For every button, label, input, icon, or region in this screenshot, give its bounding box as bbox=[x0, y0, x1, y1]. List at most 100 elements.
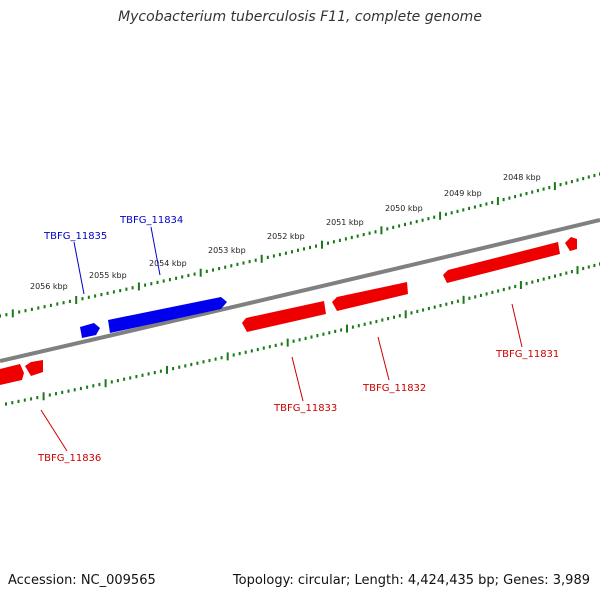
major-tick bbox=[42, 392, 45, 401]
leader-tbfg-11834 bbox=[150, 226, 161, 276]
major-tick bbox=[380, 226, 383, 235]
minor-tick bbox=[68, 299, 71, 303]
minor-tick bbox=[236, 262, 239, 266]
minor-tick bbox=[392, 225, 395, 229]
minor-tick bbox=[508, 196, 511, 200]
gene-arrow-tbfg-11836a[interactable] bbox=[0, 364, 24, 385]
minor-tick bbox=[542, 187, 545, 191]
gene-arrow-small-right[interactable] bbox=[565, 237, 577, 251]
major-tick bbox=[462, 295, 465, 304]
minor-tick bbox=[193, 272, 196, 276]
major-tick bbox=[104, 379, 107, 388]
minor-tick bbox=[525, 192, 528, 196]
minor-tick bbox=[386, 227, 389, 231]
minor-tick bbox=[250, 349, 253, 353]
major-tick bbox=[576, 266, 579, 275]
minor-tick bbox=[94, 294, 97, 298]
minor-tick bbox=[350, 235, 353, 240]
minor-tick bbox=[404, 222, 406, 227]
minor-tick bbox=[238, 352, 241, 356]
gene-arrow-tbfg-11836b[interactable] bbox=[25, 360, 43, 376]
minor-tick bbox=[110, 380, 113, 384]
minor-tick bbox=[514, 284, 517, 289]
minor-tick bbox=[491, 290, 494, 294]
minor-tick bbox=[445, 302, 448, 306]
minor-tick bbox=[593, 263, 596, 268]
minor-tick bbox=[61, 390, 64, 394]
minor-tick bbox=[205, 269, 208, 273]
minor-tick bbox=[67, 389, 70, 393]
gene-label-tbfg-11836[interactable]: TBFG_11836 bbox=[37, 453, 101, 464]
minor-tick bbox=[531, 280, 534, 284]
minor-tick bbox=[450, 211, 453, 215]
genome-stats-text: Topology: circular; Length: 4,424,435 bp… bbox=[232, 573, 590, 588]
minor-tick bbox=[144, 283, 147, 287]
minor-tick bbox=[147, 372, 150, 376]
accession-text: Accession: NC_009565 bbox=[8, 573, 156, 588]
minor-tick bbox=[30, 397, 33, 401]
gene-arrow-tbfg-11833[interactable] bbox=[242, 301, 326, 332]
minor-tick bbox=[196, 361, 199, 365]
label-leaders bbox=[40, 226, 523, 452]
major-tick bbox=[439, 211, 442, 220]
minor-tick bbox=[224, 265, 227, 269]
minor-tick bbox=[548, 276, 551, 280]
minor-tick bbox=[242, 261, 245, 265]
minor-tick bbox=[87, 295, 90, 299]
minor-tick bbox=[531, 190, 534, 194]
minor-tick bbox=[292, 339, 295, 343]
minor-tick bbox=[11, 401, 14, 405]
gene-arrow-tbfg-11831[interactable] bbox=[443, 242, 560, 283]
minor-tick bbox=[168, 278, 171, 282]
minor-tick bbox=[256, 347, 259, 352]
kbp-label-2051: 2051 kbp bbox=[326, 218, 364, 227]
outer-tick-ring bbox=[0, 172, 600, 318]
minor-tick bbox=[316, 334, 319, 338]
minor-tick bbox=[119, 289, 122, 293]
gene-label-tbfg-11831[interactable]: TBFG_11831 bbox=[495, 349, 559, 360]
minor-tick bbox=[381, 318, 384, 322]
gene-label-tbfg-11833[interactable]: TBFG_11833 bbox=[273, 403, 337, 414]
gene-label-tbfg-11835[interactable]: TBFG_11835 bbox=[43, 231, 107, 242]
minor-tick bbox=[473, 205, 476, 209]
minor-tick bbox=[123, 377, 126, 381]
minor-tick bbox=[409, 221, 412, 225]
minor-tick bbox=[112, 290, 115, 294]
minor-tick bbox=[508, 286, 511, 290]
minor-tick bbox=[262, 346, 265, 350]
minor-tick bbox=[315, 244, 317, 248]
kbp-label-2055: 2055 kbp bbox=[89, 271, 127, 280]
minor-tick bbox=[172, 367, 175, 371]
minor-tick bbox=[519, 193, 522, 197]
minor-tick bbox=[100, 293, 103, 297]
minor-tick bbox=[73, 388, 76, 392]
major-tick bbox=[321, 240, 323, 249]
gene-label-tbfg-11832[interactable]: TBFG_11832 bbox=[362, 383, 426, 394]
minor-tick bbox=[37, 306, 40, 310]
major-tick bbox=[346, 324, 348, 333]
minor-tick bbox=[415, 220, 418, 224]
minor-tick bbox=[153, 371, 156, 375]
minor-tick bbox=[178, 365, 181, 369]
minor-tick bbox=[387, 317, 390, 321]
minor-tick bbox=[81, 297, 84, 301]
minor-tick bbox=[159, 369, 162, 373]
gene-arrow-tbfg-11834[interactable] bbox=[108, 297, 227, 333]
gene-arrow-tbfg-11835[interactable] bbox=[80, 323, 100, 338]
minor-tick bbox=[304, 336, 307, 340]
minor-tick bbox=[344, 237, 347, 241]
minor-tick bbox=[48, 393, 51, 397]
minor-tick bbox=[485, 202, 488, 206]
minor-tick bbox=[536, 189, 539, 193]
minor-tick bbox=[298, 338, 301, 342]
minor-tick bbox=[485, 292, 488, 296]
minor-tick bbox=[141, 373, 144, 377]
leader-tbfg-11836 bbox=[40, 409, 68, 452]
minor-tick bbox=[135, 375, 138, 379]
minor-tick bbox=[230, 264, 233, 268]
major-tick bbox=[11, 309, 14, 318]
minor-tick bbox=[327, 241, 329, 245]
gene-label-tbfg-11834[interactable]: TBFG_11834 bbox=[119, 215, 183, 226]
gene-arrow-tbfg-11832[interactable] bbox=[332, 282, 408, 311]
minor-tick bbox=[220, 356, 223, 360]
